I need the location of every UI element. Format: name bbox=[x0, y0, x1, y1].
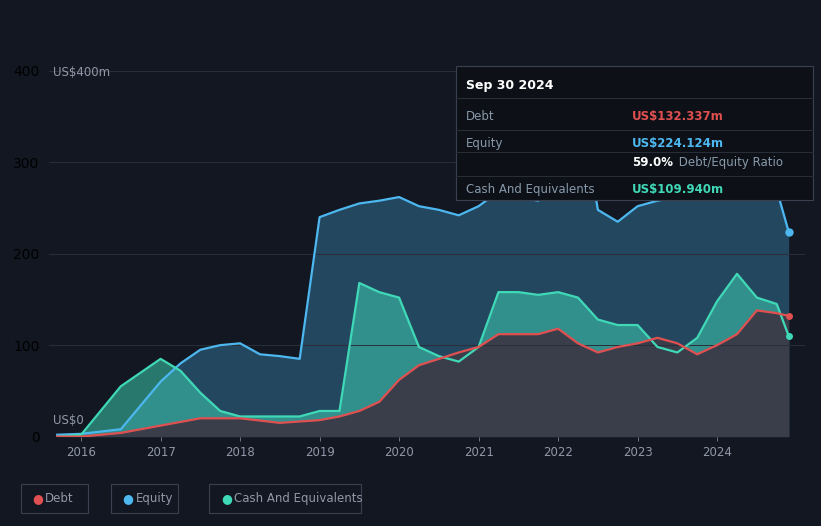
Text: US$224.124m: US$224.124m bbox=[632, 137, 724, 150]
Text: US$132.337m: US$132.337m bbox=[632, 110, 724, 123]
Text: ●: ● bbox=[122, 492, 133, 505]
Text: Debt: Debt bbox=[45, 492, 74, 505]
Text: US$400m: US$400m bbox=[53, 66, 110, 79]
Text: 59.0%: 59.0% bbox=[632, 156, 673, 169]
Text: Equity: Equity bbox=[466, 137, 503, 150]
Text: Debt/Equity Ratio: Debt/Equity Ratio bbox=[675, 156, 783, 169]
Text: Equity: Equity bbox=[135, 492, 173, 505]
Text: ●: ● bbox=[32, 492, 43, 505]
Text: Cash And Equivalents: Cash And Equivalents bbox=[466, 183, 594, 196]
Text: Sep 30 2024: Sep 30 2024 bbox=[466, 79, 553, 93]
Text: Cash And Equivalents: Cash And Equivalents bbox=[234, 492, 363, 505]
Text: Debt: Debt bbox=[466, 110, 494, 123]
Text: ●: ● bbox=[221, 492, 232, 505]
Text: US$0: US$0 bbox=[53, 414, 84, 427]
Text: US$109.940m: US$109.940m bbox=[632, 183, 724, 196]
